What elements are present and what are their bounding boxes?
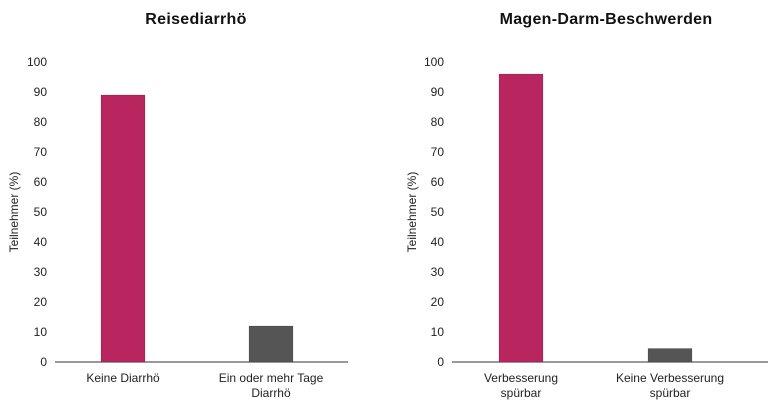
y-axis-label: Teilnehmer (%) (7, 172, 21, 253)
x-category-label: Keine Verbesserung spürbar (616, 371, 724, 400)
y-tick-label: 40 (431, 235, 445, 249)
y-tick-label: 40 (34, 235, 48, 249)
chart-title: Magen-Darm-Beschwerden (500, 11, 713, 28)
y-tick-label: 60 (431, 175, 445, 189)
y-tick-label: 0 (437, 355, 444, 369)
y-tick-label: 20 (431, 295, 445, 309)
y-tick-label: 10 (34, 325, 48, 339)
y-tick-label: 90 (431, 85, 445, 99)
y-tick-label: 60 (34, 175, 48, 189)
chart-title: Reisediarrhö (145, 11, 246, 28)
x-category-label-line: spürbar (650, 386, 691, 400)
y-tick-label: 70 (431, 145, 445, 159)
y-axis-label: Teilnehmer (%) (405, 172, 419, 253)
chart-reisediarrhoe: Reisediarrhö Teilnehmer (%) 0 10 20 30 40 50 60 7… (7, 11, 348, 400)
x-category-label: Verbesserung spürbar (484, 371, 558, 400)
y-tick-label: 80 (431, 115, 445, 129)
y-tick-label: 30 (34, 265, 48, 279)
x-category-label-line: Ein oder mehr Tage (219, 371, 324, 385)
y-tick-label: 100 (424, 55, 444, 69)
y-tick-label: 0 (40, 355, 47, 369)
y-tick-label: 80 (34, 115, 48, 129)
x-category-label-line: Keine Diarrhö (86, 371, 160, 385)
y-tick-label: 50 (431, 205, 445, 219)
x-category-label-line: Diarrhö (251, 386, 291, 400)
y-tick-label: 50 (34, 205, 48, 219)
x-category-label-line: Keine Verbesserung (616, 371, 724, 385)
x-category-label-line: spürbar (501, 386, 542, 400)
y-tick-label: 70 (34, 145, 48, 159)
x-category-label: Keine Diarrhö (86, 371, 160, 385)
y-tick-label: 10 (431, 325, 445, 339)
x-category-label: Ein oder mehr Tage Diarrhö (219, 371, 324, 400)
chart-magen-darm-beschwerden: Magen-Darm-Beschwerden Teilnehmer (%) 0 10 2… (405, 11, 768, 400)
bar (647, 348, 693, 363)
bar (248, 325, 294, 363)
y-tick-label: 90 (34, 85, 48, 99)
bar (100, 94, 146, 363)
x-category-label-line: Verbesserung (484, 371, 558, 385)
y-tick-label: 20 (34, 295, 48, 309)
y-tick-label: 30 (431, 265, 445, 279)
y-tick-label: 100 (27, 55, 47, 69)
bar (498, 73, 544, 363)
